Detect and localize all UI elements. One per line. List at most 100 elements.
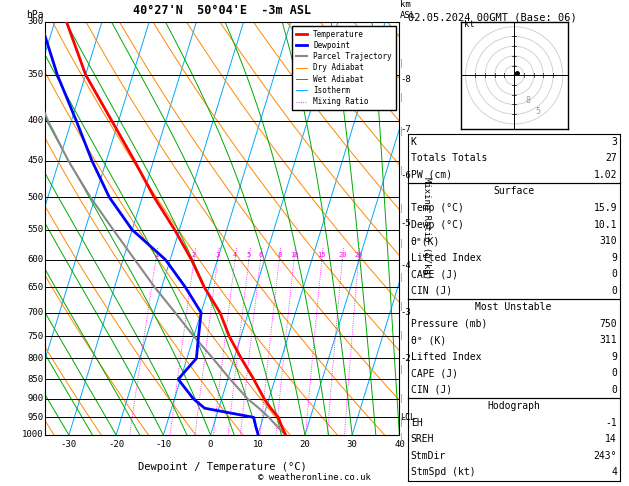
Text: -10: -10 (155, 440, 171, 449)
Text: km
ASL: km ASL (400, 0, 416, 20)
Text: 400: 400 (28, 116, 43, 125)
Text: 311: 311 (599, 335, 617, 345)
Text: CAPE (J): CAPE (J) (411, 368, 458, 378)
Text: CIN (J): CIN (J) (411, 286, 452, 295)
Text: 14: 14 (605, 434, 617, 444)
Text: Mixing Ratio (g/kg): Mixing Ratio (g/kg) (423, 177, 431, 279)
Text: CIN (J): CIN (J) (411, 385, 452, 395)
Text: 4: 4 (611, 468, 617, 477)
Text: SREH: SREH (411, 434, 434, 444)
Text: Pressure (mb): Pressure (mb) (411, 319, 487, 329)
Text: Lifted Index: Lifted Index (411, 253, 481, 262)
Text: LCL: LCL (400, 413, 415, 422)
Text: 3: 3 (216, 252, 220, 258)
Text: 900: 900 (28, 394, 43, 403)
Text: |: | (400, 365, 403, 374)
Text: 850: 850 (28, 375, 43, 384)
Text: kt: kt (464, 20, 474, 29)
Text: 30: 30 (347, 440, 357, 449)
Text: 450: 450 (28, 156, 43, 166)
Text: -1: -1 (400, 413, 411, 422)
Text: StmSpd (kt): StmSpd (kt) (411, 468, 476, 477)
Text: 750: 750 (599, 319, 617, 329)
Text: -1: -1 (605, 418, 617, 428)
Text: 700: 700 (28, 308, 43, 317)
Text: -30: -30 (61, 440, 77, 449)
Text: 0: 0 (611, 269, 617, 279)
Text: 1.02: 1.02 (594, 170, 617, 180)
Text: 25: 25 (354, 252, 363, 258)
Text: 950: 950 (28, 413, 43, 422)
Text: Temp (°C): Temp (°C) (411, 203, 464, 213)
Text: 243°: 243° (594, 451, 617, 461)
Text: 350: 350 (28, 70, 43, 79)
Text: 15: 15 (318, 252, 326, 258)
Text: 40: 40 (394, 440, 405, 449)
Text: |: | (400, 59, 403, 68)
Text: 20: 20 (338, 252, 347, 258)
Text: Surface: Surface (493, 187, 534, 196)
Text: 10: 10 (252, 440, 263, 449)
Text: 550: 550 (28, 226, 43, 234)
Text: 10.1: 10.1 (594, 220, 617, 229)
Text: Lifted Index: Lifted Index (411, 352, 481, 362)
Text: 4: 4 (233, 252, 237, 258)
Text: |: | (400, 166, 403, 174)
Text: |: | (400, 205, 403, 213)
Text: Hodograph: Hodograph (487, 401, 540, 411)
Text: 500: 500 (28, 192, 43, 202)
Text: 600: 600 (28, 255, 43, 264)
Text: 1: 1 (153, 252, 158, 258)
Text: 0: 0 (611, 385, 617, 395)
Text: PW (cm): PW (cm) (411, 170, 452, 180)
Text: |: | (400, 302, 403, 311)
Text: 1000: 1000 (22, 431, 43, 439)
Text: -8: -8 (400, 75, 411, 84)
Text: StmDir: StmDir (411, 451, 446, 461)
Text: 310: 310 (599, 236, 617, 246)
Text: θᵉ (K): θᵉ (K) (411, 335, 446, 345)
Text: 8: 8 (526, 96, 531, 104)
Legend: Temperature, Dewpoint, Parcel Trajectory, Dry Adiabat, Wet Adiabat, Isotherm, Mi: Temperature, Dewpoint, Parcel Trajectory… (292, 26, 396, 110)
Text: 6: 6 (259, 252, 262, 258)
Text: 5: 5 (535, 107, 540, 116)
Text: EH: EH (411, 418, 423, 428)
Text: 5: 5 (247, 252, 251, 258)
Text: |: | (400, 418, 403, 427)
Text: Dewp (°C): Dewp (°C) (411, 220, 464, 229)
Text: 8: 8 (277, 252, 281, 258)
Text: -4: -4 (400, 261, 411, 270)
Text: |: | (400, 433, 403, 442)
Text: 750: 750 (28, 332, 43, 341)
Text: θᵉ(K): θᵉ(K) (411, 236, 440, 246)
Text: -7: -7 (400, 124, 411, 134)
Text: Totals Totals: Totals Totals (411, 154, 487, 163)
Text: |: | (400, 394, 403, 403)
Text: 800: 800 (28, 354, 43, 363)
Text: -3: -3 (400, 308, 411, 317)
Text: © weatheronline.co.uk: © weatheronline.co.uk (258, 473, 371, 482)
Text: |: | (400, 331, 403, 340)
Text: K: K (411, 137, 416, 147)
Text: 9: 9 (611, 352, 617, 362)
Text: -2: -2 (400, 354, 411, 363)
Text: Most Unstable: Most Unstable (476, 302, 552, 312)
Text: 2: 2 (192, 252, 196, 258)
Text: Dewpoint / Temperature (°C): Dewpoint / Temperature (°C) (138, 462, 307, 472)
Text: 300: 300 (28, 17, 43, 26)
Text: 10: 10 (290, 252, 298, 258)
Text: hPa: hPa (26, 10, 43, 20)
Text: |: | (400, 239, 403, 247)
Text: 0: 0 (208, 440, 213, 449)
Text: CAPE (J): CAPE (J) (411, 269, 458, 279)
Text: |: | (400, 273, 403, 281)
Text: -5: -5 (400, 219, 411, 228)
Text: 20: 20 (299, 440, 310, 449)
Text: -6: -6 (400, 172, 411, 180)
Text: 27: 27 (605, 154, 617, 163)
Text: 650: 650 (28, 283, 43, 292)
Text: 9: 9 (611, 253, 617, 262)
Text: 40°27'N  50°04'E  -3m ASL: 40°27'N 50°04'E -3m ASL (133, 4, 311, 17)
Text: |: | (400, 93, 403, 102)
Text: 15.9: 15.9 (594, 203, 617, 213)
